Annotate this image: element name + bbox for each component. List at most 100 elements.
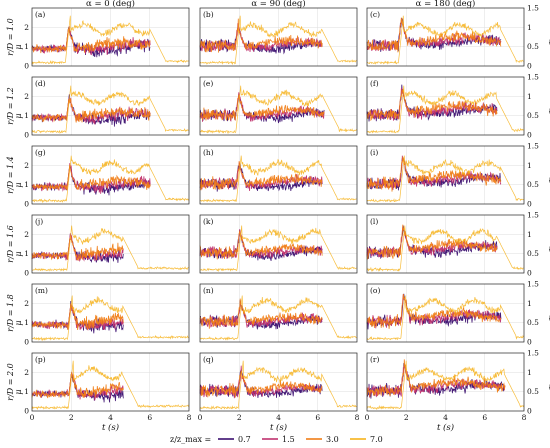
y-tick-label-right: 1	[527, 299, 532, 308]
panel-e: (e)	[199, 76, 358, 136]
x-tick-label: 4	[443, 413, 448, 422]
y-tick-label-right: 1	[527, 368, 532, 377]
panel-label: (d)	[35, 79, 46, 88]
y-tick-label: 2	[24, 92, 29, 101]
panel-label: (m)	[35, 286, 48, 295]
panel-n: (n)	[199, 283, 358, 343]
series-line-7.0	[366, 85, 524, 134]
panel-label: (i)	[370, 148, 378, 157]
row-label: r/D = 1.0	[6, 18, 15, 55]
series-line-3.0	[199, 230, 323, 260]
x-tick-label: 8	[187, 413, 192, 422]
panel-label: (n)	[203, 286, 214, 295]
series-line-1.5	[31, 25, 151, 56]
row-label: r/D = 1.2	[6, 87, 15, 124]
y-tick-label: 0	[24, 269, 29, 278]
panel-frame	[366, 352, 525, 412]
legend: z/z_max = 0.7 1.5 3.0 7.0	[170, 435, 383, 444]
panel-frame	[31, 7, 190, 67]
x-tick-label: 2	[404, 413, 409, 422]
series-line-1.5	[199, 92, 325, 122]
series-line-7.0	[31, 15, 189, 66]
column-title-1: α = 90 (deg)	[251, 0, 305, 9]
panel-label: (b)	[203, 10, 214, 19]
column-title-2: α = 180 (deg)	[416, 0, 476, 9]
x-tick-label: 6	[315, 413, 320, 422]
series-line-3.0	[199, 18, 323, 53]
panel-j: (j) 0 1 2 r/D = 1.6 μ	[6, 214, 190, 278]
y-tick-label-right: 1.5	[527, 142, 539, 151]
series-line-3.0	[366, 17, 502, 53]
y-axis-label-left: μ	[14, 320, 23, 325]
series-line-7.0	[367, 295, 524, 341]
row-label: r/D = 1.8	[6, 294, 15, 331]
y-tick-label-right: 0	[527, 131, 532, 140]
y-axis-label-left: μ	[14, 182, 23, 187]
y-tick-label: 2	[24, 161, 29, 170]
series-line-3.0	[199, 160, 323, 191]
x-tick-label: 6	[147, 413, 152, 422]
y-axis-label-left: μ	[14, 113, 23, 118]
series-line-3.0	[31, 234, 124, 261]
y-tick-label-right: 1.5	[527, 211, 539, 220]
y-tick-label: 1	[24, 111, 29, 120]
panel-frame	[199, 76, 358, 136]
series-line-0.7	[366, 84, 498, 122]
panel-c: (c)00.511.5V / V_jet	[366, 4, 550, 71]
y-axis-label-left: μ	[14, 251, 23, 256]
panel-label: (o)	[370, 286, 380, 295]
panel-i: (i)00.511.5V / V_jet	[366, 142, 550, 209]
y-tick-label: 1	[24, 387, 29, 396]
y-axis-label-left: μ	[14, 44, 23, 49]
panel-frame	[31, 214, 190, 274]
x-tick-label: 4	[276, 413, 281, 422]
panel-frame	[199, 283, 358, 343]
panel-frame	[366, 76, 525, 136]
panel-label: (c)	[370, 10, 380, 19]
panel-frame	[366, 283, 525, 343]
y-tick-label-right: 0	[527, 269, 532, 278]
panel-label: (a)	[35, 10, 45, 19]
y-tick-label-right: 1.5	[527, 73, 539, 82]
series-line-7.0	[366, 225, 524, 273]
y-tick-label-right: 0.5	[527, 318, 539, 327]
legend-entry-7.0: 7.0	[370, 435, 383, 444]
series-line-3.0	[366, 224, 498, 260]
panel-d: (d) 0 1 2 r/D = 1.2 μ	[6, 76, 190, 140]
panel-p: (p) 0 1 2 r/D = 2.0 μ 0 2 4 6 8 t (s)	[6, 352, 192, 433]
y-tick-label: 1	[24, 180, 29, 189]
y-tick-label-right: 0.5	[527, 180, 539, 189]
series-line-7.0	[31, 85, 189, 134]
x-tick-label: 4	[108, 413, 113, 422]
y-tick-label: 2	[24, 299, 29, 308]
panel-label: (j)	[35, 217, 43, 226]
y-tick-label-right: 1	[527, 92, 532, 101]
panel-label: (e)	[203, 79, 213, 88]
x-tick-label: 6	[482, 413, 487, 422]
y-tick-label-right: 1.5	[527, 349, 539, 358]
panel-label: (r)	[370, 355, 380, 364]
x-tick-label: 0	[198, 413, 203, 422]
y-tick-label-right: 0.5	[527, 249, 539, 258]
y-tick-label-right: 0.5	[527, 42, 539, 51]
series-line-7.0	[199, 85, 357, 135]
y-tick-label: 2	[24, 230, 29, 239]
y-tick-label: 0	[24, 62, 29, 71]
series-line-3.0	[199, 94, 325, 121]
y-axis-label-left: μ	[14, 389, 23, 394]
series-line-1.5	[199, 229, 323, 260]
series-line-7.0	[199, 295, 357, 341]
y-tick-label-right: 1	[527, 161, 532, 170]
panel-label: (f)	[370, 79, 379, 88]
panel-f: (f)00.511.5V / V_jet	[366, 73, 550, 140]
panel-frame	[199, 7, 358, 67]
y-tick-label-right: 0	[527, 407, 532, 416]
panel-label: (l)	[370, 217, 378, 226]
series-line-7.0	[31, 360, 189, 410]
series-line-7.0	[31, 155, 189, 204]
series-line-7.0	[199, 15, 357, 66]
panel-m: (m) 0 1 2 r/D = 1.8 μ	[6, 283, 190, 347]
y-tick-label: 0	[24, 200, 29, 209]
series-line-7.0	[32, 225, 189, 272]
